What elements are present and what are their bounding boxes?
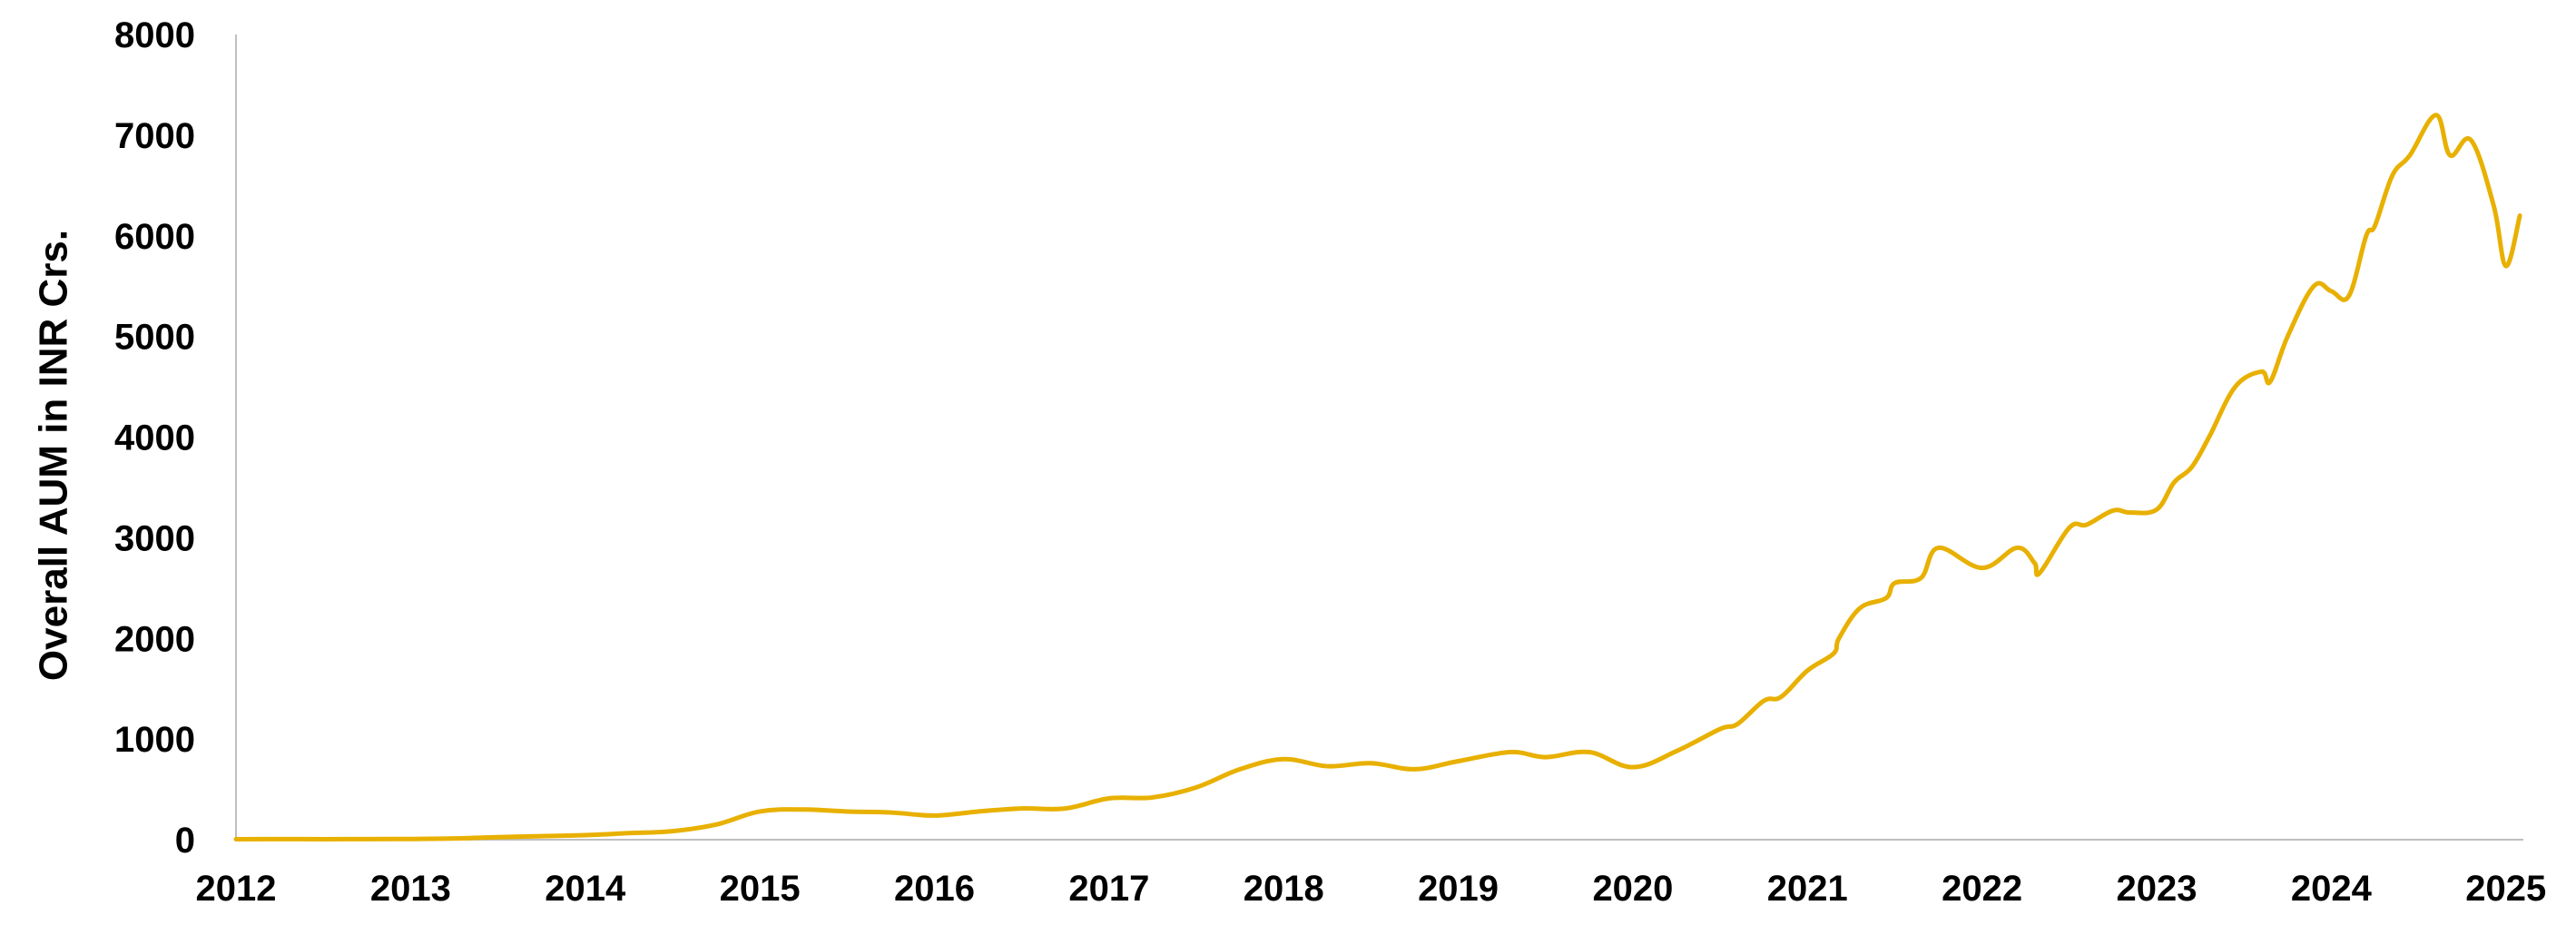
x-tick-label-2017: 2017 xyxy=(1068,869,1149,909)
series-line-0 xyxy=(233,113,2522,842)
y-tick-label-7000: 7000 xyxy=(114,116,195,156)
x-tick-label-2016: 2016 xyxy=(894,869,975,909)
x-tick-label-2022: 2022 xyxy=(1942,869,2022,909)
x-tick-label-2015: 2015 xyxy=(720,869,801,909)
y-tick-label-6000: 6000 xyxy=(114,217,195,257)
y-tick-label-5000: 5000 xyxy=(114,318,195,358)
y-tick-label-0: 0 xyxy=(175,821,195,861)
series-layer xyxy=(233,113,2522,842)
x-tick-label-2024: 2024 xyxy=(2291,869,2373,909)
y-tick-label-1000: 1000 xyxy=(114,720,195,760)
x-tick-label-2014: 2014 xyxy=(545,869,626,909)
x-axis-tick-labels: 2012 2013 2014 2015 2016 2017 2018 2019 2020 2021… xyxy=(196,869,2547,909)
y-axis-title: Overall AUM in INR Crs. xyxy=(31,230,75,681)
x-tick-label-2025: 2025 xyxy=(2465,869,2546,909)
x-tick-label-2018: 2018 xyxy=(1244,869,1324,909)
x-tick-label-2023: 2023 xyxy=(2117,869,2197,909)
x-tick-label-2012: 2012 xyxy=(196,869,277,909)
y-tick-label-3000: 3000 xyxy=(114,518,195,558)
y-axis-tick-labels: 0 1000 2000 3000 4000 5000 6000 7000 8000 xyxy=(114,15,195,861)
x-tick-label-2013: 2013 xyxy=(370,869,451,909)
y-tick-label-4000: 4000 xyxy=(114,418,195,458)
x-tick-label-2020: 2020 xyxy=(1592,869,1673,909)
y-tick-label-2000: 2000 xyxy=(114,619,195,659)
x-tick-label-2019: 2019 xyxy=(1418,869,1499,909)
x-tick-label-2021: 2021 xyxy=(1767,869,1848,909)
y-tick-label-8000: 8000 xyxy=(114,15,195,55)
